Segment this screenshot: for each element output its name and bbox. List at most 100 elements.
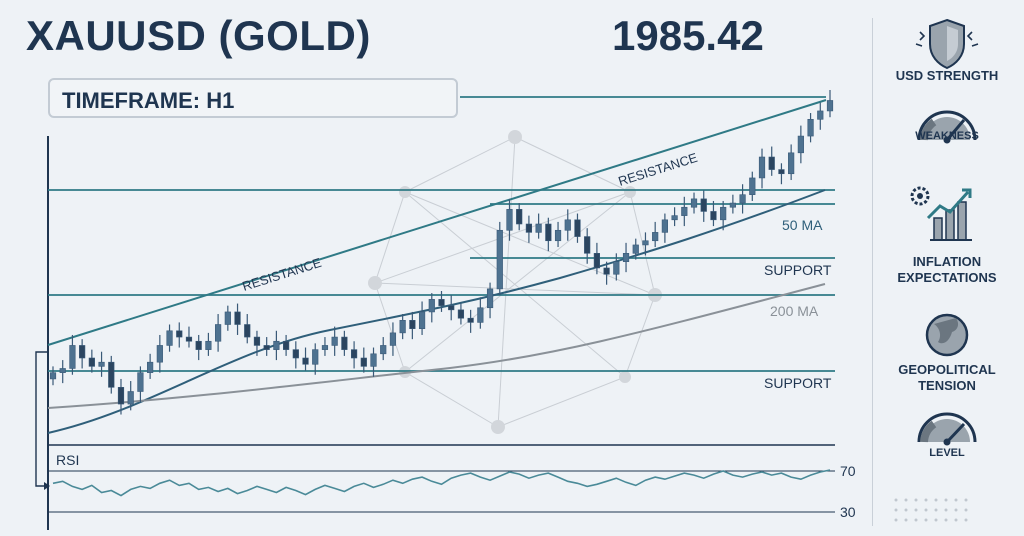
candle-body bbox=[205, 340, 212, 350]
dot-grid-decoration bbox=[894, 498, 968, 522]
candle-body bbox=[622, 253, 630, 262]
candle-body bbox=[554, 229, 562, 242]
candle-body bbox=[652, 232, 659, 242]
candle-body bbox=[671, 215, 678, 221]
candle-body bbox=[457, 309, 465, 319]
candle-body bbox=[788, 152, 795, 175]
candle-body bbox=[215, 324, 222, 342]
candle-body bbox=[273, 340, 280, 350]
page-title: XAUUSD (GOLD) bbox=[26, 12, 371, 59]
candle-body bbox=[516, 209, 523, 225]
network-nodes bbox=[368, 130, 662, 434]
bracket-connector bbox=[35, 351, 48, 487]
candle-body bbox=[720, 206, 727, 221]
candle-body bbox=[438, 299, 445, 306]
rsi-label: RSI bbox=[56, 452, 79, 468]
arrow-head-icon bbox=[44, 482, 50, 490]
weakness-label: WEAKNESS bbox=[915, 130, 979, 142]
candle-body bbox=[690, 198, 698, 208]
candle-body bbox=[69, 345, 76, 369]
candle-body bbox=[593, 253, 600, 269]
ma50-line bbox=[47, 189, 826, 434]
resistance-trendline bbox=[47, 99, 827, 346]
globe-icon bbox=[925, 313, 969, 357]
candle-body bbox=[292, 349, 299, 359]
candle-body bbox=[185, 336, 193, 342]
candle-body bbox=[166, 330, 173, 346]
candle-body bbox=[224, 311, 231, 325]
candle-body bbox=[263, 345, 270, 350]
ma200-line bbox=[47, 283, 826, 409]
network-decoration bbox=[374, 136, 656, 428]
candle-body bbox=[360, 357, 367, 367]
candle-body bbox=[380, 345, 387, 355]
candle-body bbox=[681, 206, 688, 216]
candle-body bbox=[418, 311, 426, 329]
support-label-upper: SUPPORT bbox=[764, 262, 832, 278]
candle-body bbox=[661, 219, 668, 233]
candle-body bbox=[108, 361, 115, 388]
level-lines bbox=[48, 96, 835, 372]
candle-body bbox=[370, 353, 377, 367]
candle-body bbox=[613, 261, 620, 275]
candle-body bbox=[535, 223, 542, 233]
candle-body bbox=[700, 198, 707, 212]
candle-body bbox=[127, 391, 134, 405]
candle-body bbox=[477, 307, 484, 323]
rsi-line bbox=[52, 469, 831, 497]
candle-body bbox=[137, 372, 144, 392]
candle-body bbox=[826, 100, 834, 112]
candle-body bbox=[768, 156, 775, 170]
candle-body bbox=[49, 372, 57, 380]
resistance-label-left: RESISTANCE bbox=[240, 255, 323, 294]
candle-body bbox=[486, 288, 494, 309]
level-label: LEVEL bbox=[929, 447, 965, 459]
candle-body bbox=[467, 317, 474, 323]
candle-body bbox=[282, 340, 290, 350]
candle-body bbox=[758, 156, 766, 179]
candle-body bbox=[244, 324, 251, 338]
timeframe-label: TIMEFRAME: H1 bbox=[62, 88, 235, 113]
candle-body bbox=[331, 336, 338, 346]
candle-body bbox=[739, 194, 746, 204]
support-label-lower: SUPPORT bbox=[764, 375, 832, 391]
candle-body bbox=[399, 320, 406, 334]
candle-body bbox=[156, 345, 163, 363]
sidebar-icons bbox=[894, 18, 979, 522]
candle-body bbox=[545, 223, 552, 242]
candle-body bbox=[778, 169, 785, 175]
candle-body bbox=[195, 340, 202, 350]
price-value: 1985.42 bbox=[612, 12, 764, 59]
timeframe-selector[interactable]: TIMEFRAME: H1 bbox=[48, 78, 458, 118]
ma50-label: 50 MA bbox=[782, 217, 823, 233]
sidebar-divider bbox=[872, 18, 873, 526]
candle-body bbox=[642, 240, 649, 246]
gauge-icon bbox=[917, 412, 977, 446]
resistance-label-right: RESISTANCE bbox=[616, 150, 699, 189]
candle-body bbox=[807, 119, 814, 137]
candle-body bbox=[302, 357, 309, 365]
shield-icon bbox=[915, 18, 979, 70]
candle-body bbox=[710, 211, 717, 221]
inflation-label: INFLATION EXPECTATIONS bbox=[897, 254, 997, 285]
rsi-30-label: 30 bbox=[840, 504, 856, 520]
candle-body bbox=[574, 219, 581, 237]
candle-body bbox=[817, 110, 824, 120]
candle-body bbox=[409, 320, 416, 329]
candle-body bbox=[117, 387, 125, 405]
rsi-70-label: 70 bbox=[840, 463, 856, 479]
candle-body bbox=[79, 345, 86, 359]
candle-body bbox=[564, 219, 571, 231]
inflation-chart-icon bbox=[910, 186, 972, 241]
candle-body bbox=[312, 349, 319, 365]
candlesticks bbox=[49, 90, 834, 415]
candle-body bbox=[234, 311, 241, 325]
candle-body bbox=[496, 229, 503, 290]
candle-body bbox=[321, 345, 329, 350]
candle-body bbox=[506, 209, 513, 231]
candle-body bbox=[525, 223, 533, 233]
candle-body bbox=[341, 336, 348, 350]
candle-body bbox=[147, 361, 154, 373]
usd-strength-label: USD STRENGTH bbox=[895, 68, 999, 83]
